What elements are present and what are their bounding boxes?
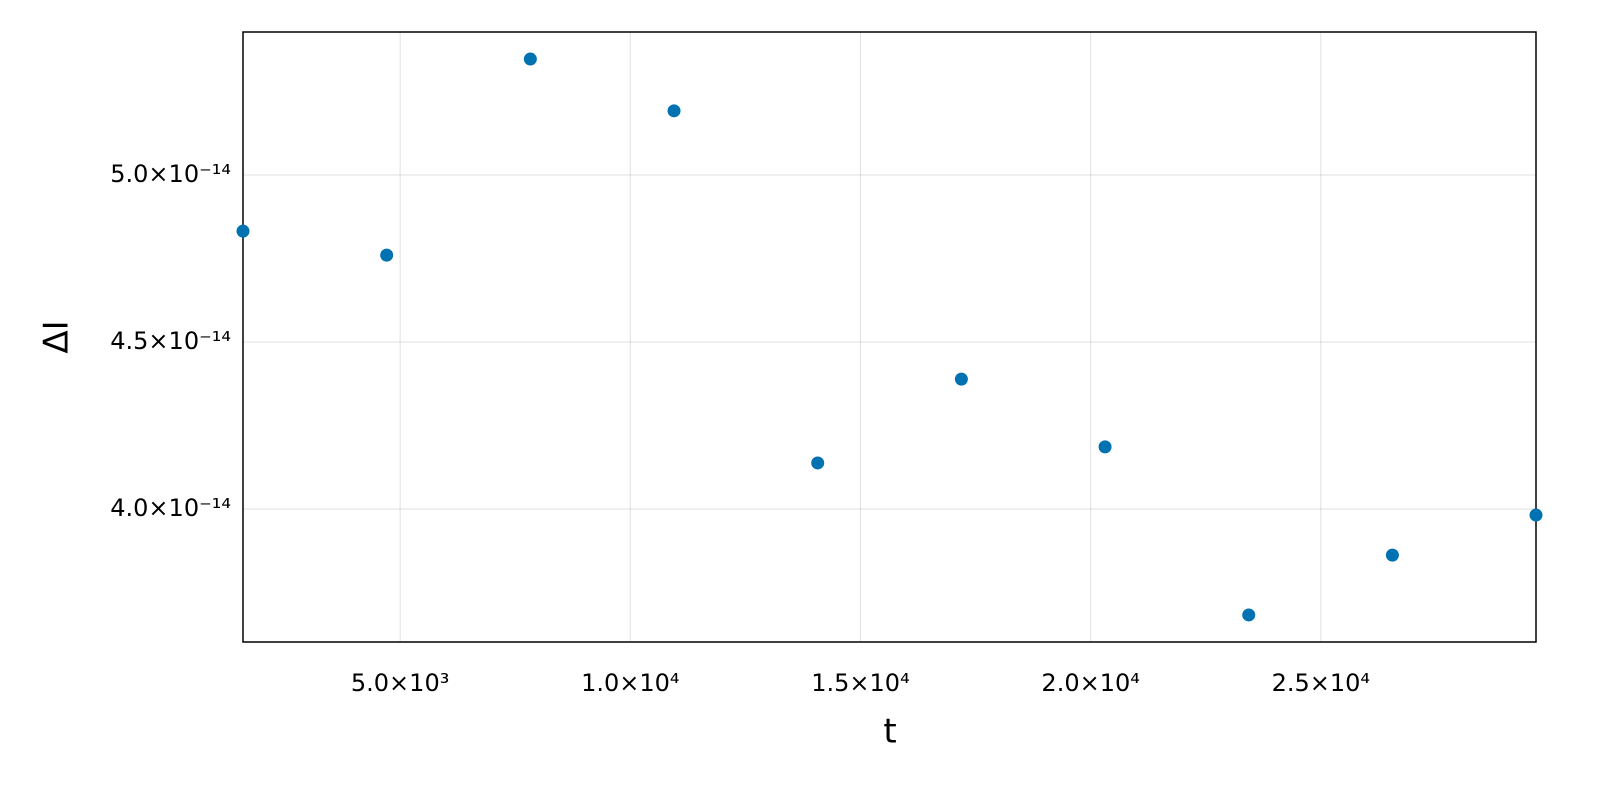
point xyxy=(1098,440,1112,454)
point xyxy=(954,372,968,386)
x-tick-label: 5.0×10³ xyxy=(351,669,449,697)
point xyxy=(811,456,825,470)
point xyxy=(667,104,681,118)
point xyxy=(380,248,394,262)
x-tick-label: 2.0×10⁴ xyxy=(1041,669,1139,697)
x-tick-label: 1.0×10⁴ xyxy=(581,669,679,697)
x-axis-label: t xyxy=(883,712,896,752)
x-tick-label: 2.5×10⁴ xyxy=(1272,669,1370,697)
point xyxy=(1242,608,1256,622)
y-axis-label: ΔI xyxy=(37,320,77,353)
y-tick-label: 4.0×10⁻¹⁴ xyxy=(110,494,231,522)
point xyxy=(523,52,537,66)
point xyxy=(1385,548,1399,562)
point xyxy=(1529,508,1543,522)
plot-frame xyxy=(242,31,1537,643)
y-tick-label: 4.5×10⁻¹⁴ xyxy=(110,327,231,355)
x-tick-label: 1.5×10⁴ xyxy=(811,669,909,697)
y-tick-label: 5.0×10⁻¹⁴ xyxy=(110,160,231,188)
point xyxy=(236,224,250,238)
